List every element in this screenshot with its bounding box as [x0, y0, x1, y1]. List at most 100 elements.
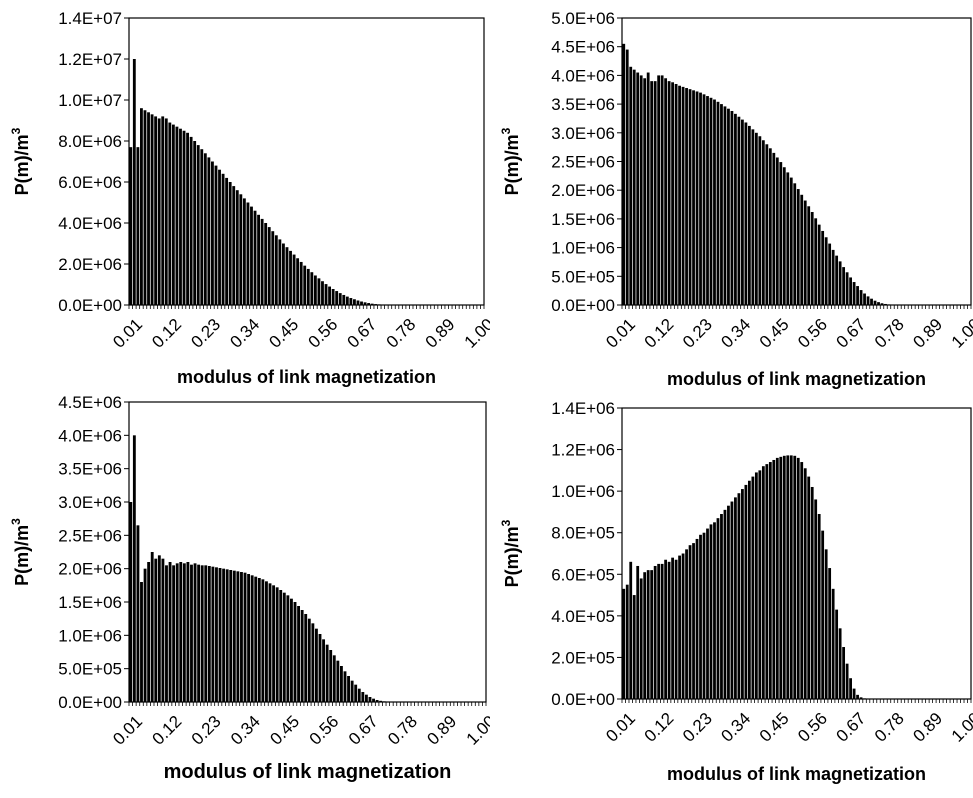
bar [154, 559, 157, 702]
x-tick-label: 0.45 [756, 709, 793, 746]
bar [751, 477, 754, 699]
bar [361, 692, 364, 702]
bar [282, 244, 285, 306]
bar [344, 671, 347, 702]
bar [647, 570, 650, 699]
x-tick-label: 0.67 [833, 315, 870, 352]
bar [286, 595, 289, 702]
bar [367, 303, 370, 305]
bar [349, 298, 352, 305]
bar [738, 493, 741, 699]
bar [275, 235, 278, 305]
y-tick-label: 2.0E+06 [58, 560, 122, 579]
bar [308, 619, 311, 702]
bar [633, 595, 636, 699]
bar [369, 697, 372, 702]
bar [832, 589, 835, 699]
x-axis-label: modulus of link magnetization [667, 369, 926, 389]
bar [342, 295, 345, 305]
bar [877, 302, 880, 305]
y-tick-label: 1.0E+06 [58, 626, 122, 645]
bar [147, 562, 150, 702]
plot-frame [622, 408, 971, 699]
bar [222, 174, 225, 305]
bar [318, 278, 321, 305]
bar [360, 302, 363, 305]
y-tick-label: 2.5E+06 [58, 526, 122, 545]
bar [300, 262, 303, 305]
x-tick-label: 0.23 [187, 315, 224, 352]
bar [296, 258, 299, 305]
y-axis-label-superscript: 3 [9, 518, 23, 525]
bar [724, 106, 727, 305]
bar [286, 247, 289, 305]
y-tick-label: 3.5E+06 [551, 95, 615, 114]
x-tick-label: 0.78 [871, 709, 908, 746]
bar [333, 655, 336, 702]
bar [383, 701, 386, 702]
y-tick-label: 1.2E+06 [551, 441, 615, 460]
x-tick-label: 0.56 [794, 315, 831, 352]
x-tick-label: 0.34 [717, 315, 754, 352]
bar [668, 81, 671, 305]
x-tick-label: 0.89 [909, 315, 946, 352]
bar [678, 556, 681, 699]
bar [783, 456, 786, 699]
bar [793, 456, 796, 699]
bar [353, 299, 356, 305]
bar [731, 111, 734, 305]
bar [779, 162, 782, 305]
bar [797, 458, 800, 699]
bar [169, 562, 172, 702]
bar [297, 606, 300, 702]
x-tick-label: 0.23 [679, 315, 716, 352]
y-tick-label: 1.2E+07 [58, 50, 122, 69]
bar [215, 166, 218, 305]
bar [769, 148, 772, 305]
plot-frame [622, 18, 971, 305]
bar [779, 457, 782, 699]
bar [197, 565, 200, 702]
bar [247, 574, 250, 702]
bar [804, 201, 807, 305]
y-tick-label: 2.5E+06 [551, 153, 615, 172]
x-tick-label: 0.45 [265, 315, 302, 352]
x-tick-label: 0.56 [305, 315, 342, 352]
bar [881, 303, 884, 305]
bar [190, 137, 193, 305]
bar [151, 114, 154, 305]
bar [226, 569, 229, 702]
bar [856, 695, 859, 699]
bar [622, 44, 625, 305]
bar [671, 82, 674, 305]
bar [654, 566, 657, 699]
bar [643, 572, 646, 699]
x-tick-label: 0.67 [345, 712, 382, 749]
y-tick-label: 2.0E+06 [551, 181, 615, 200]
bar [814, 499, 817, 699]
bar [315, 629, 318, 702]
y-tick-label: 2.0E+06 [58, 255, 122, 274]
bar [776, 458, 779, 699]
bar [151, 552, 154, 702]
bar [814, 218, 817, 305]
bar [328, 287, 331, 305]
x-tick-label: 1.00 [948, 709, 973, 746]
bar [129, 502, 132, 702]
bar [622, 589, 625, 699]
bar [800, 462, 803, 699]
bar [731, 502, 734, 699]
bar [744, 122, 747, 305]
bar [650, 81, 653, 305]
x-tick-label: 0.34 [717, 709, 754, 746]
bar [293, 255, 296, 305]
bar [278, 239, 281, 305]
bar [748, 126, 751, 305]
bar [696, 539, 699, 699]
x-axis-label: modulus of link magnetization [667, 764, 926, 784]
bar [888, 304, 891, 305]
bar [261, 579, 264, 702]
bar [860, 290, 863, 305]
bar [321, 281, 324, 305]
x-tick-label: 0.78 [384, 712, 421, 749]
